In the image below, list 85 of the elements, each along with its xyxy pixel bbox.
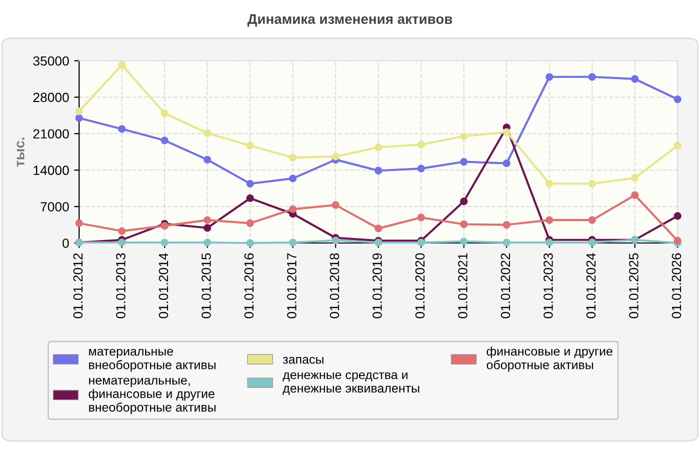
x-tick-label: 01.01.2022 (500, 253, 510, 318)
point (160, 238, 168, 246)
point (460, 158, 468, 166)
point (246, 219, 254, 228)
point (374, 143, 382, 152)
point (246, 239, 254, 247)
point (204, 224, 212, 232)
x-tick-label: 01.01.2013 (116, 253, 126, 318)
y-tick-label: 14000 (34, 166, 69, 176)
y-tick-label: 28000 (33, 92, 69, 102)
x-tick-label: 01.01.2021 (458, 253, 468, 318)
point (374, 224, 382, 232)
point (588, 216, 596, 224)
legend-label: финансовые и другие оборотные активы (486, 346, 612, 372)
point (289, 174, 297, 182)
y-tick-label: 35000 (33, 56, 69, 66)
point (160, 110, 168, 118)
point (75, 107, 83, 116)
point (460, 132, 468, 140)
point (502, 220, 510, 229)
point (588, 238, 596, 246)
point (674, 212, 682, 220)
point (502, 128, 510, 136)
point (588, 180, 596, 188)
point (546, 180, 554, 188)
point (546, 216, 554, 224)
legend-label: денежные средства и денежные эквиваленты (282, 372, 420, 396)
point (417, 214, 425, 222)
point (502, 238, 510, 246)
point (204, 238, 212, 246)
point (289, 154, 297, 162)
point (631, 75, 639, 83)
legend-label: материальные внеоборотные активы (89, 348, 216, 372)
legend-label: нематериальные, финансовые и другие внеоборотные активы (88, 378, 216, 414)
point (631, 191, 639, 199)
point (332, 201, 340, 209)
point (118, 238, 126, 246)
point (75, 219, 83, 228)
x-tick-label: 01.01.2023 (544, 253, 553, 318)
point (674, 142, 682, 150)
point (460, 238, 468, 246)
point (588, 73, 596, 81)
chart-title: Динамика изменения активов (247, 14, 452, 27)
point (332, 152, 340, 160)
point (374, 166, 382, 174)
point (502, 160, 510, 168)
point (546, 238, 554, 246)
point (289, 205, 297, 213)
x-tick-label: 01.01.2015 (202, 253, 211, 318)
point (289, 238, 297, 246)
x-tick-label: 01.01.2026 (672, 253, 682, 318)
y-tick-label: 0 (62, 238, 69, 248)
point (332, 236, 340, 244)
point (118, 125, 126, 133)
point (118, 227, 126, 235)
point (674, 95, 682, 104)
point (546, 73, 554, 81)
y-tick-label: 21000 (33, 129, 69, 139)
x-tick-label: 01.01.2024 (586, 253, 596, 318)
point (460, 198, 468, 206)
y-axis-title: тыс. (16, 138, 24, 167)
x-tick-label: 01.01.2017 (287, 253, 296, 318)
point (160, 136, 168, 144)
x-tick-label: 01.01.2025 (629, 253, 638, 318)
x-tick-label: 01.01.2020 (415, 253, 425, 318)
point (204, 216, 212, 224)
point (246, 194, 254, 202)
point (118, 61, 126, 69)
point (246, 142, 254, 150)
point (417, 140, 425, 148)
point (674, 236, 682, 244)
y-tick-label: 7000 (40, 202, 69, 212)
point (417, 164, 425, 172)
x-tick-label: 01.01.2014 (158, 253, 168, 318)
x-tick-label: 01.01.2018 (330, 253, 340, 318)
point (75, 114, 83, 122)
point (246, 180, 254, 188)
x-tick-label: 01.01.2019 (372, 253, 382, 318)
x-tick-label: 01.01.2016 (244, 253, 254, 318)
point (460, 220, 468, 228)
legend-label: запасы (282, 356, 324, 364)
point (631, 174, 639, 182)
x-tick-label: 01.01.2012 (73, 253, 83, 318)
point (204, 129, 212, 137)
point (204, 156, 212, 164)
